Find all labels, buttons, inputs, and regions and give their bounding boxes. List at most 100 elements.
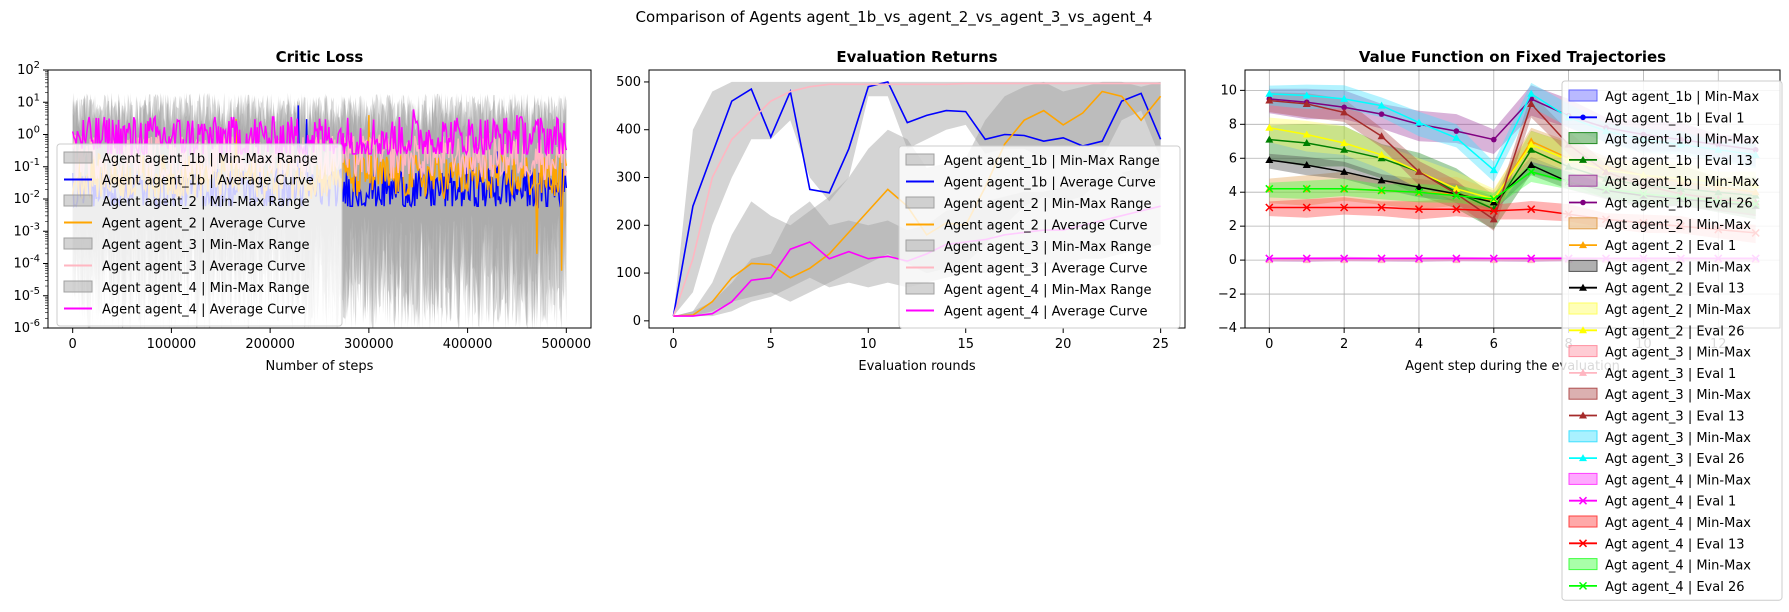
x-tick-label: 6 [1490, 337, 1498, 352]
data-point-11 [1377, 186, 1386, 195]
x-tick-label: 300000 [344, 337, 394, 352]
legend-label: Agt agent_1b | Eval 26 [1605, 197, 1753, 212]
data-point-11 [1414, 188, 1424, 197]
series-line-3 [71, 109, 568, 158]
y-tick-label: −4 [1218, 321, 1237, 336]
data-point-5 [1302, 130, 1311, 138]
value-function-panel: Value Function on Fixed TrajectoriesAgen… [1218, 48, 1783, 601]
legend-label: Agent agent_2 | Average Curve [102, 217, 305, 232]
y-tick-label: 2 [1229, 219, 1237, 234]
x-tick-label: 4 [1415, 337, 1423, 352]
legend-marker [1578, 581, 1588, 590]
legend-label: Agt agent_4 | Eval 13 [1605, 537, 1745, 552]
y-tick-label: 10-3 [13, 221, 40, 239]
legend-label: Agent agent_1b | Min-Max Range [944, 154, 1160, 169]
legend-marker [1578, 496, 1588, 505]
legend-label: Agent agent_3 | Average Curve [944, 262, 1147, 277]
legend-patch [1568, 430, 1598, 443]
legend-label: Agt agent_4 | Eval 26 [1605, 580, 1745, 595]
data-point-2 [1378, 111, 1385, 117]
legend-label: Agent agent_2 | Average Curve [944, 219, 1147, 234]
legend-patch [1568, 259, 1598, 272]
data-point-2 [1453, 128, 1460, 134]
legend-label: Agt agent_4 | Eval 1 [1605, 495, 1736, 510]
data-point-8 [1302, 91, 1311, 99]
data-point-4 [1527, 161, 1536, 169]
panel-title: Critic Loss [276, 48, 364, 66]
legend-patch [1568, 345, 1598, 358]
data-point-10 [1265, 203, 1274, 212]
legend-patch [63, 194, 93, 207]
legend-marker [1579, 411, 1587, 419]
data-point-4 [1340, 167, 1349, 175]
legend-label: Agt agent_3 | Min-Max [1605, 346, 1751, 361]
legend-label: Agent agent_1b | Min-Max Range [102, 152, 318, 167]
data-point-8 [1414, 118, 1423, 126]
data-point-9 [1489, 254, 1498, 263]
y-tick-label: 300 [616, 171, 641, 186]
legend-label: Agt agent_2 | Eval 1 [1605, 239, 1736, 254]
legend-patch [1568, 302, 1598, 315]
legend-label: Agent agent_2 | Min-Max Range [944, 197, 1152, 212]
evaluation-returns-panel: Evaluation Returns Evaluation rounds 0 5 10 1… [616, 48, 1186, 374]
legend-patch [905, 239, 935, 252]
x-tick-label: 25 [1152, 337, 1169, 352]
data-point-10 [1452, 205, 1461, 214]
data-point-5 [1452, 184, 1461, 192]
y-tick-label: 10 [1220, 83, 1237, 98]
data-point-7 [1302, 99, 1311, 107]
data-point-7 [1340, 108, 1349, 116]
legend-box [1561, 80, 1783, 601]
legend-label: Agt agent_3 | Min-Max [1605, 388, 1751, 403]
legend-label: Agt agent_1b | Eval 13 [1605, 154, 1753, 169]
series-line-0 [672, 80, 1162, 317]
panel-title: Value Function on Fixed Trajectories [1359, 48, 1666, 66]
legend-label: Agt agent_3 | Eval 26 [1605, 452, 1745, 467]
y-tick-label: 100 [616, 266, 641, 281]
data-point-11 [1340, 184, 1349, 193]
data-point-4 [1302, 161, 1311, 169]
legend-marker [1579, 368, 1587, 376]
data-point-1 [1302, 138, 1311, 146]
legend: Agent agent_1b | Min-Max Range Agent agen… [898, 145, 1181, 329]
data-point-10 [1340, 203, 1349, 212]
data-point-10 [1489, 206, 1498, 215]
legend-label: Agt agent_3 | Eval 13 [1605, 410, 1745, 425]
legend-label: Agt agent_2 | Eval 26 [1605, 324, 1745, 339]
legend-patch [1568, 558, 1598, 571]
legend-patch [63, 237, 93, 250]
data-point-4 [1377, 176, 1386, 184]
legend-label: Agent agent_4 | Average Curve [944, 305, 1147, 320]
data-point-9 [1340, 254, 1349, 263]
legend-label: Agt agent_3 | Min-Max [1605, 431, 1751, 446]
x-tick-label: 200000 [245, 337, 295, 352]
data-point-8 [1340, 94, 1349, 102]
data-point-9 [1527, 254, 1536, 263]
data-point-5 [1377, 150, 1386, 158]
panel-title: Evaluation Returns [836, 48, 997, 66]
y-tick-label: −2 [1218, 287, 1237, 302]
y-tick-label: 10-6 [13, 318, 40, 336]
legend-label: Agt agent_4 | Min-Max [1605, 516, 1751, 531]
y-tick-label: 200 [616, 218, 641, 233]
data-point-9 [1452, 254, 1461, 263]
legend-label: Agent agent_3 | Min-Max Range [944, 240, 1152, 255]
y-tick-label: 10-4 [13, 254, 40, 272]
data-point-9 [1377, 254, 1386, 263]
legend-marker [1578, 539, 1588, 548]
y-tick-label: 4 [1229, 185, 1237, 200]
x-tick-label: 400000 [443, 337, 493, 352]
legend-label: Agent agent_4 | Min-Max Range [944, 283, 1152, 298]
legend-label: Agt agent_4 | Min-Max [1605, 473, 1751, 488]
legend-label: Agent agent_3 | Average Curve [102, 260, 305, 275]
legend-label: Agt agent_2 | Min-Max [1605, 218, 1751, 233]
x-tick-label: 0 [1265, 337, 1273, 352]
legend-patch [1568, 89, 1598, 102]
x-axis-label: Number of steps [266, 359, 374, 374]
legend-patch [1568, 472, 1598, 485]
y-tick-label: 101 [17, 92, 40, 110]
critic-loss-panel: Critic Loss Number of steps 0 100000 200000 3… [13, 48, 592, 374]
legend: Agent agent_1b | Min-Max Range Agent agen… [56, 143, 343, 327]
y-tick-label: 0 [633, 314, 641, 329]
